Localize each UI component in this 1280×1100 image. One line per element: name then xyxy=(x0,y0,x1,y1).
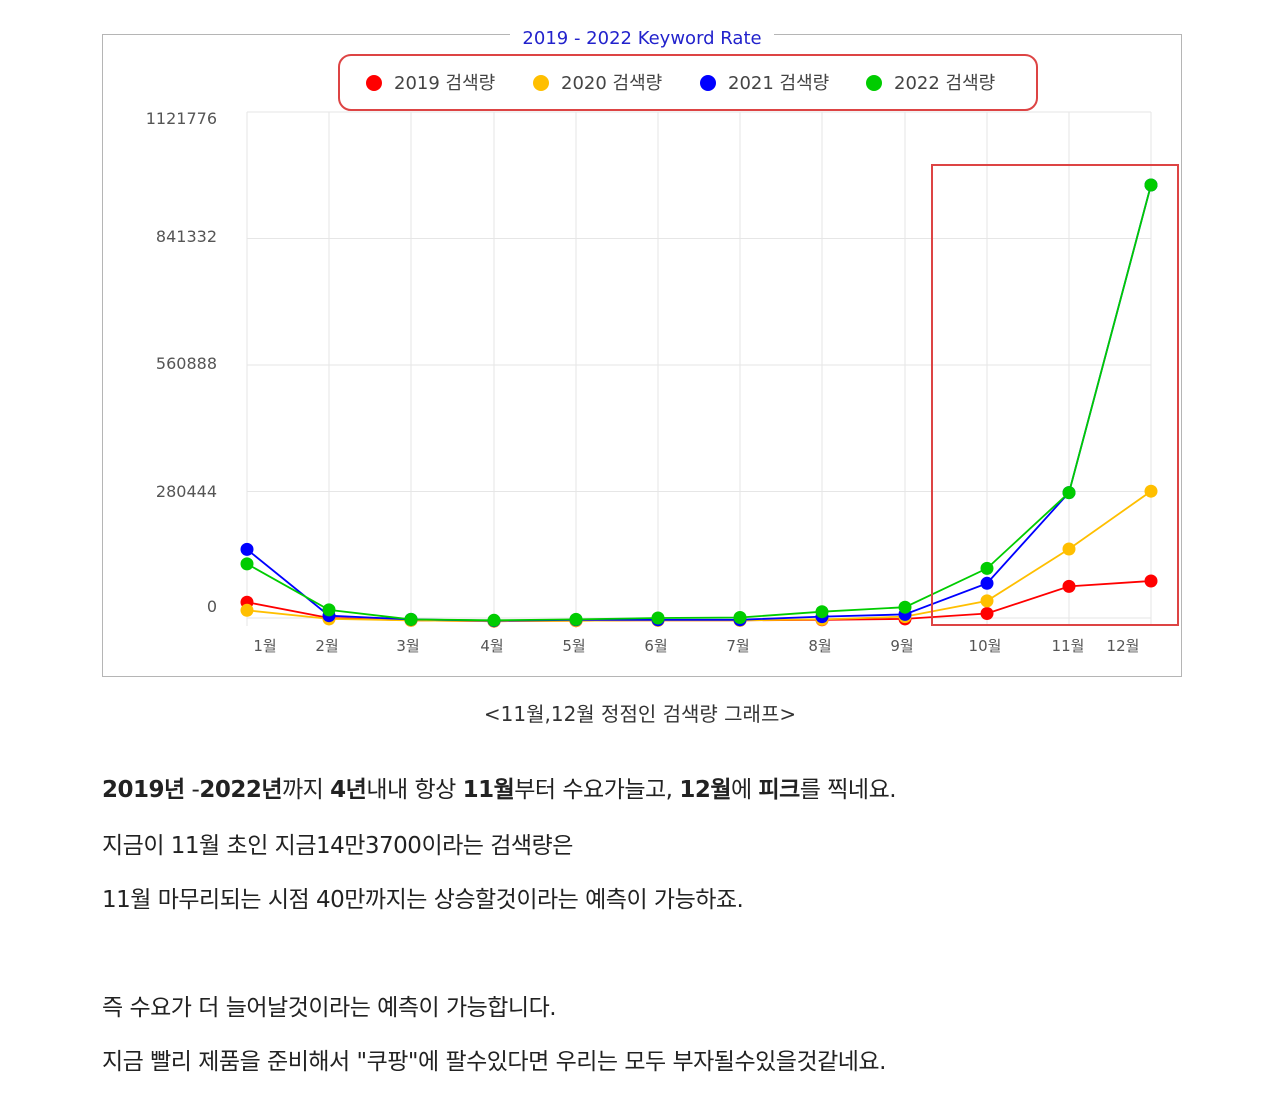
data-point xyxy=(815,605,829,619)
emphasis-text: 12월 xyxy=(679,777,731,803)
x-tick-label: 5월 xyxy=(562,637,585,655)
x-tick-label: 4월 xyxy=(480,637,503,655)
legend-label: 2019 검색량 xyxy=(394,73,495,94)
paragraph-conclusion: 지금 빨리 제품을 준비해서 "쿠팡"에 팔수있다면 우리는 모두 부자될수있을… xyxy=(102,1049,886,1075)
x-tick-label: 2월 xyxy=(315,637,338,655)
data-point xyxy=(980,576,994,590)
chart-caption: <11월,12월 정점인 검색량 그래프> xyxy=(483,702,797,726)
body-text: 까지 xyxy=(282,777,331,803)
data-point xyxy=(322,603,336,617)
data-point xyxy=(733,611,747,624)
legend-label: 2021 검색량 xyxy=(728,73,829,94)
data-point xyxy=(651,611,665,625)
line-chart: 1121776 841332 560888 280444 0 1월 2월 3월 4월 5월 6월 7월… xyxy=(146,26,1179,655)
paragraph-demand: 즉 수요가 더 늘어날것이라는 예측이 가능합니다. xyxy=(102,995,557,1021)
data-point xyxy=(980,561,994,575)
data-point xyxy=(898,600,912,614)
y-tick-label: 841332 xyxy=(156,227,217,246)
data-point xyxy=(240,557,254,571)
y-tick-label: 280444 xyxy=(156,482,217,501)
data-point xyxy=(1144,178,1158,192)
y-tick-label: 560888 xyxy=(156,354,217,373)
data-point xyxy=(404,612,418,626)
body-text: 에 xyxy=(730,777,759,803)
data-point xyxy=(1062,579,1076,593)
paragraph-peak-summary: 2019년 -2022년까지 4년내내 항상 11월부터 수요가늘고, 12월에… xyxy=(102,770,897,804)
data-point xyxy=(1062,542,1076,556)
x-tick-label: 1월 xyxy=(253,637,276,655)
legend-marker xyxy=(366,75,382,91)
emphasis-text: 2022년 xyxy=(199,777,282,803)
legend-label: 2022 검색량 xyxy=(894,73,995,94)
series-line xyxy=(246,490,1152,623)
x-tick-label: 6월 xyxy=(644,637,667,655)
data-point xyxy=(487,613,501,627)
y-tick-label: 0 xyxy=(207,597,217,616)
body-text: 부터 수요가늘고, xyxy=(514,777,680,803)
data-point xyxy=(1062,486,1076,500)
x-tick-label: 3월 xyxy=(396,637,419,655)
x-tick-label: 8월 xyxy=(808,637,831,655)
legend-marker xyxy=(866,75,882,91)
data-point xyxy=(240,542,254,556)
x-tick-label: 7월 xyxy=(726,637,749,655)
legend-highlight-box xyxy=(338,54,1038,111)
emphasis-text: 4년 xyxy=(330,777,367,803)
chart-title-background xyxy=(510,26,774,48)
data-point xyxy=(240,603,254,617)
data-point xyxy=(1144,484,1158,498)
legend-marker xyxy=(533,75,549,91)
x-tick-label: 11월 xyxy=(1052,637,1085,655)
data-point xyxy=(569,612,583,626)
emphasis-text: 11월 xyxy=(462,777,515,803)
x-tick-label: 9월 xyxy=(890,637,913,655)
series-line xyxy=(246,184,1152,622)
data-point xyxy=(980,594,994,608)
chart-title: 2019 - 2022 Keyword Rate xyxy=(522,28,761,49)
series-line xyxy=(246,580,1152,623)
body-text: - xyxy=(184,777,200,803)
legend-marker xyxy=(700,75,716,91)
body-text: 를 찍네요. xyxy=(799,777,897,803)
series-line xyxy=(246,184,1152,622)
emphasis-text: 피크 xyxy=(758,777,800,803)
body-text: 내내 항상 xyxy=(366,777,463,803)
peak-highlight-box xyxy=(931,164,1179,626)
data-point xyxy=(1144,574,1158,588)
x-tick-label: 10월 xyxy=(969,637,1002,655)
y-tick-label: 1121776 xyxy=(146,109,217,128)
paragraph-current-volume: 지금이 11월 초인 지금14만3700이라는 검색량은 xyxy=(102,833,573,859)
paragraph-prediction: 11월 마무리되는 시점 40만까지는 상승할것이라는 예측이 가능하죠. xyxy=(102,887,744,913)
emphasis-text: 2019년 xyxy=(102,777,185,803)
data-point xyxy=(980,607,994,620)
legend-label: 2020 검색량 xyxy=(561,73,662,94)
x-tick-label: 12월 xyxy=(1107,637,1140,655)
